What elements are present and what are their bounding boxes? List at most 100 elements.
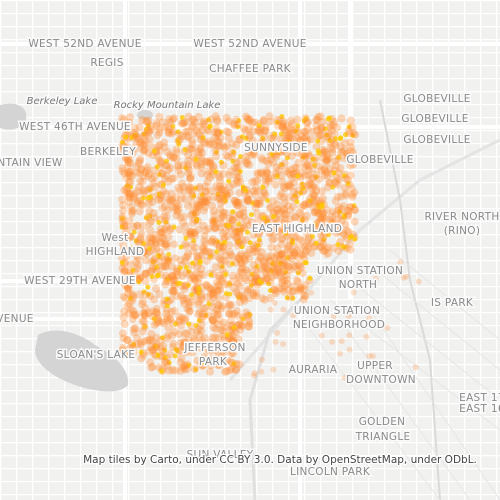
dot [312,186,321,195]
dot [292,193,298,199]
dot [137,165,146,174]
dot [128,340,136,349]
dot [151,235,160,244]
dot [318,222,327,231]
dot [128,295,133,301]
dot [186,321,192,327]
dot [170,286,178,295]
dot [286,139,292,145]
dot [307,198,313,204]
dot [298,222,307,231]
dot [341,154,350,163]
dot [317,123,326,132]
dot [209,341,218,350]
dot [249,136,258,145]
dot [311,154,319,163]
dot [341,173,347,179]
dot [333,123,341,132]
dot [244,322,253,331]
dot [194,310,203,319]
dot [248,278,257,287]
dot [119,334,128,343]
dot [158,169,167,178]
dot [138,300,147,309]
dot [238,263,247,272]
dot [127,305,136,314]
dot [250,118,259,127]
dot [267,134,275,143]
dot [155,257,163,266]
dot [213,128,222,137]
dot [122,277,131,286]
place-label: UPPER [357,360,393,372]
dot [239,212,248,221]
dot [215,182,224,191]
dot [120,139,125,145]
dot [175,225,184,234]
dot [206,367,214,376]
dot [169,288,178,297]
dot [132,140,141,149]
dot [197,264,206,273]
dot [148,235,157,244]
dot [120,266,129,275]
dot [268,225,277,234]
dot [282,223,288,229]
dot [237,224,246,233]
dot [223,192,232,200]
dot [291,262,300,271]
dot [243,196,252,204]
dot [249,145,258,154]
dot [165,125,174,134]
dot [167,308,176,316]
dot [147,363,156,372]
dot [218,256,227,265]
dot [155,112,164,121]
dot [165,276,171,282]
dot [245,141,253,150]
dot [158,252,167,261]
dot [325,116,331,122]
dot [131,189,140,198]
dot [295,286,304,295]
dot [130,328,139,337]
dot [145,219,154,228]
dot [143,163,152,172]
dot [150,213,159,222]
dot [295,270,301,276]
dot [208,272,214,278]
dot [138,327,147,336]
dot [219,142,228,150]
dot [337,192,346,201]
dot [254,199,263,208]
dot [137,200,146,208]
dot [153,344,158,349]
dot [174,166,183,175]
dot [164,273,173,282]
dot [279,117,288,126]
dot [134,275,142,284]
dot [263,264,272,273]
dot [226,343,234,352]
dot [180,361,189,370]
water-label: Rocky Mountain Lake [114,100,221,111]
dot [168,129,177,138]
dot [198,336,207,345]
dot [312,142,321,151]
dot [310,208,319,217]
dot [320,164,329,173]
dot [277,135,286,143]
dot [119,244,128,253]
dot [129,134,135,140]
dot [133,264,142,273]
dot [263,274,272,283]
dot [204,224,213,233]
dot [169,276,178,285]
dot [201,246,210,255]
dot [123,134,129,140]
dot [166,252,172,257]
dot [285,255,291,261]
dot [233,233,241,242]
dot [195,331,204,340]
dot [241,126,250,135]
